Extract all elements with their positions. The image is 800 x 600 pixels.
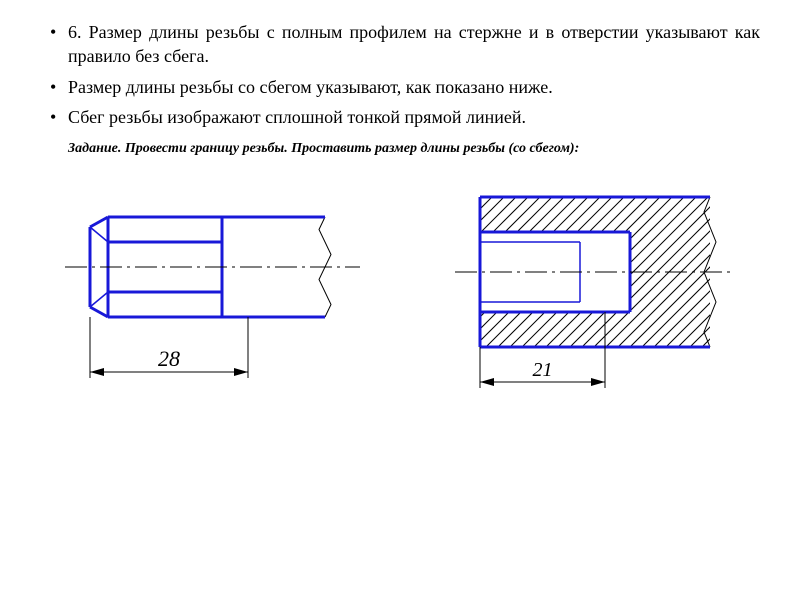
task-text: Задание. Провести границу резьбы. Проста… [68,141,760,157]
left-drawing: 28 [50,187,380,412]
drawings-area: 28 21 [40,187,760,412]
bullet-item-1: 6. Размер длины резьбы с полным профилем… [40,20,760,69]
bullet-item-2: Размер длины резьбы со сбегом указывают,… [40,75,760,99]
right-drawing: 21 [450,187,750,412]
bullet-item-3: Сбег резьбы изображают сплошной тонкой п… [40,105,760,129]
right-drawing-svg: 21 [450,187,750,407]
svg-text:28: 28 [158,346,180,371]
bullet-list: 6. Размер длины резьбы с полным профилем… [40,20,760,129]
left-drawing-svg: 28 [50,187,380,407]
svg-text:21: 21 [533,359,553,381]
